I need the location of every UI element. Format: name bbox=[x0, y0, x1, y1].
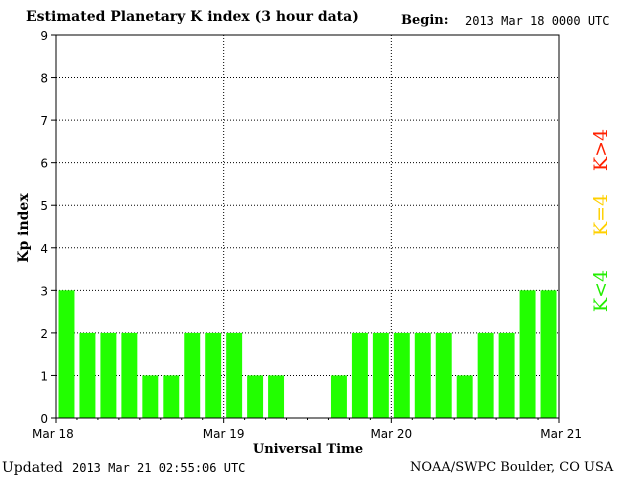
updated-timestamp: 2013 Mar 21 02:55:06 UTC bbox=[72, 461, 246, 475]
x-tick-label: Mar 18 bbox=[32, 427, 74, 441]
kp-bar bbox=[205, 332, 222, 418]
kp-bar bbox=[435, 332, 452, 418]
kp-bar bbox=[163, 375, 180, 418]
kp-bar bbox=[372, 332, 389, 418]
begin-label: Begin: bbox=[401, 13, 449, 28]
y-tick-label: 6 bbox=[40, 157, 48, 171]
y-tick-label: 0 bbox=[40, 412, 48, 426]
legend-k-less-4: K<4 bbox=[590, 269, 612, 313]
kp-bar bbox=[498, 332, 515, 418]
x-tick-label: Mar 21 bbox=[540, 427, 582, 441]
kp-bar bbox=[58, 290, 75, 418]
y-tick-label: 9 bbox=[40, 29, 48, 43]
y-tick-label: 3 bbox=[40, 284, 48, 298]
kp-bar bbox=[477, 332, 494, 418]
kp-bar bbox=[142, 375, 159, 418]
kp-bar bbox=[100, 332, 117, 418]
begin-timestamp: 2013 Mar 18 0000 UTC bbox=[465, 14, 610, 28]
x-tick-label: Mar 19 bbox=[203, 427, 245, 441]
chart-title: Estimated Planetary K index (3 hour data… bbox=[26, 9, 359, 25]
y-tick-label: 8 bbox=[40, 72, 48, 86]
kp-bar bbox=[79, 332, 96, 418]
legend-k-equal-4: K=4 bbox=[590, 193, 612, 237]
kp-bar bbox=[519, 290, 536, 418]
y-tick-label: 7 bbox=[40, 114, 48, 128]
legend-k-greater-4: K>4 bbox=[590, 128, 612, 172]
kp-bar bbox=[456, 375, 473, 418]
kp-bar bbox=[184, 332, 201, 418]
kp-bar bbox=[351, 332, 368, 418]
updated-label: Updated bbox=[2, 460, 63, 476]
y-tick-label: 5 bbox=[40, 199, 48, 213]
kp-bar bbox=[414, 332, 431, 418]
source-credit: NOAA/SWPC Boulder, CO USA bbox=[410, 460, 614, 475]
grid-lines bbox=[56, 35, 559, 418]
kp-bar bbox=[121, 332, 138, 418]
kp-bar bbox=[540, 290, 557, 418]
bars bbox=[58, 290, 557, 418]
y-tick-label: 1 bbox=[40, 369, 48, 383]
y-tick-label: 2 bbox=[40, 327, 48, 341]
kp-bar bbox=[330, 375, 347, 418]
kp-bar bbox=[226, 332, 243, 418]
kp-bar bbox=[393, 332, 410, 418]
y-tick-label: 4 bbox=[40, 242, 48, 256]
x-axis-label: Universal Time bbox=[253, 442, 363, 457]
axis-ticks: 0 1 2 3 4 5 6 7 8 9 Mar 18 Mar 19 Mar 20 Mar 21 bbox=[32, 29, 582, 441]
x-tick-label: Mar 20 bbox=[370, 427, 412, 441]
kp-bar bbox=[268, 375, 285, 418]
kp-bar bbox=[247, 375, 264, 418]
